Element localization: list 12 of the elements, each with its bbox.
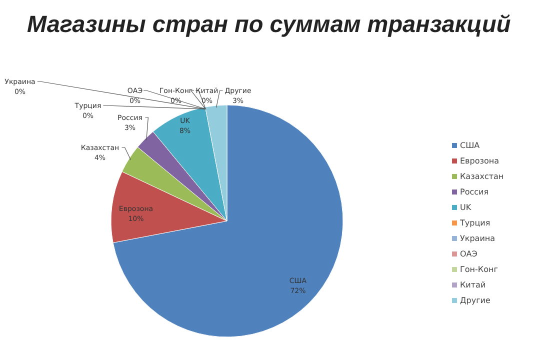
legend-label: Казахстан xyxy=(460,172,504,181)
legend-label: Китай xyxy=(460,280,486,290)
legend-label: Гон-Конг xyxy=(460,265,498,274)
legend-label: Россия xyxy=(460,188,489,196)
legend-label: Другие xyxy=(460,296,490,305)
legend-label: Еврозона xyxy=(460,156,500,166)
legend-label: Турция xyxy=(459,218,490,228)
legend-label: ОАЭ xyxy=(460,250,478,258)
legend-label: США xyxy=(460,141,480,150)
chart-title: Магазины стран по суммам транзакций xyxy=(27,11,511,37)
legend-label: Украина xyxy=(460,234,496,243)
legend-label: UK xyxy=(460,203,472,212)
